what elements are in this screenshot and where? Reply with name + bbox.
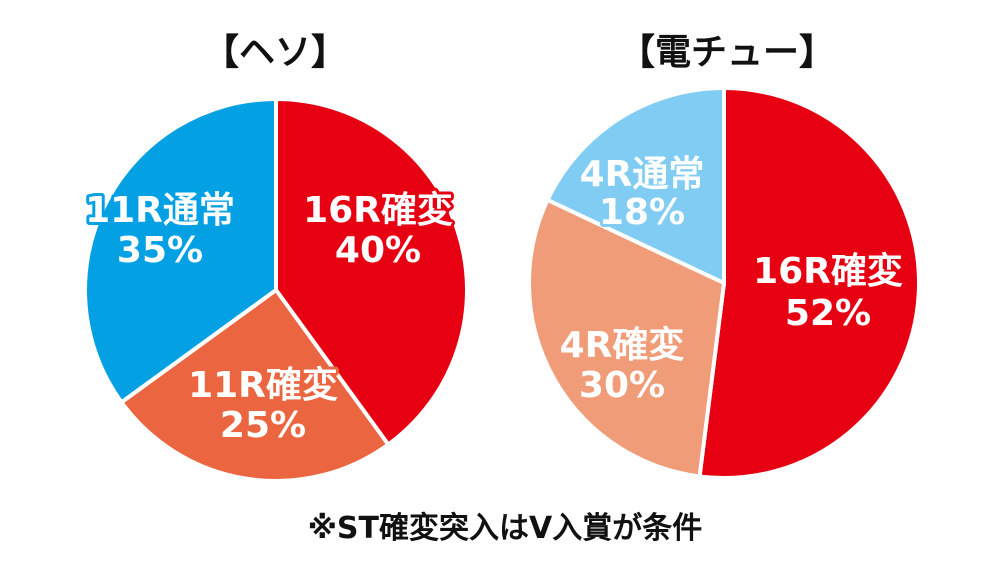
title-heso: 【ヘソ】 [203,32,347,73]
pie-slice [544,85,726,287]
slice-label-name: 11R確変 [188,364,338,406]
footnote: ※ST確変突入はV入賞が条件 [308,511,702,546]
slice-label-name: 4R確変 [560,324,685,366]
slice-label-name: 11R通常 [85,190,235,231]
pie-slice [527,197,727,479]
pie-slice [118,287,392,483]
pie-slice [274,96,469,448]
slice-label-value: 52% [785,293,871,334]
slice-label-value: 25% [220,405,306,446]
pie-heso [83,96,469,483]
slice-label-name: 4R通常 [580,154,705,195]
slice-label-value: 35% [117,230,203,271]
pie-slice [83,96,278,406]
slice-label-value: 30% [579,365,665,406]
pie-slice [697,85,921,480]
slice-label-name: 16R確変 [303,189,453,231]
slice-label-name: 16R確変 [753,250,903,292]
pie-denchu [527,85,921,480]
slice-label-value: 18% [599,192,685,233]
slice-label-value: 40% [335,230,421,271]
title-denchu: 【電チュー】 [619,32,835,73]
